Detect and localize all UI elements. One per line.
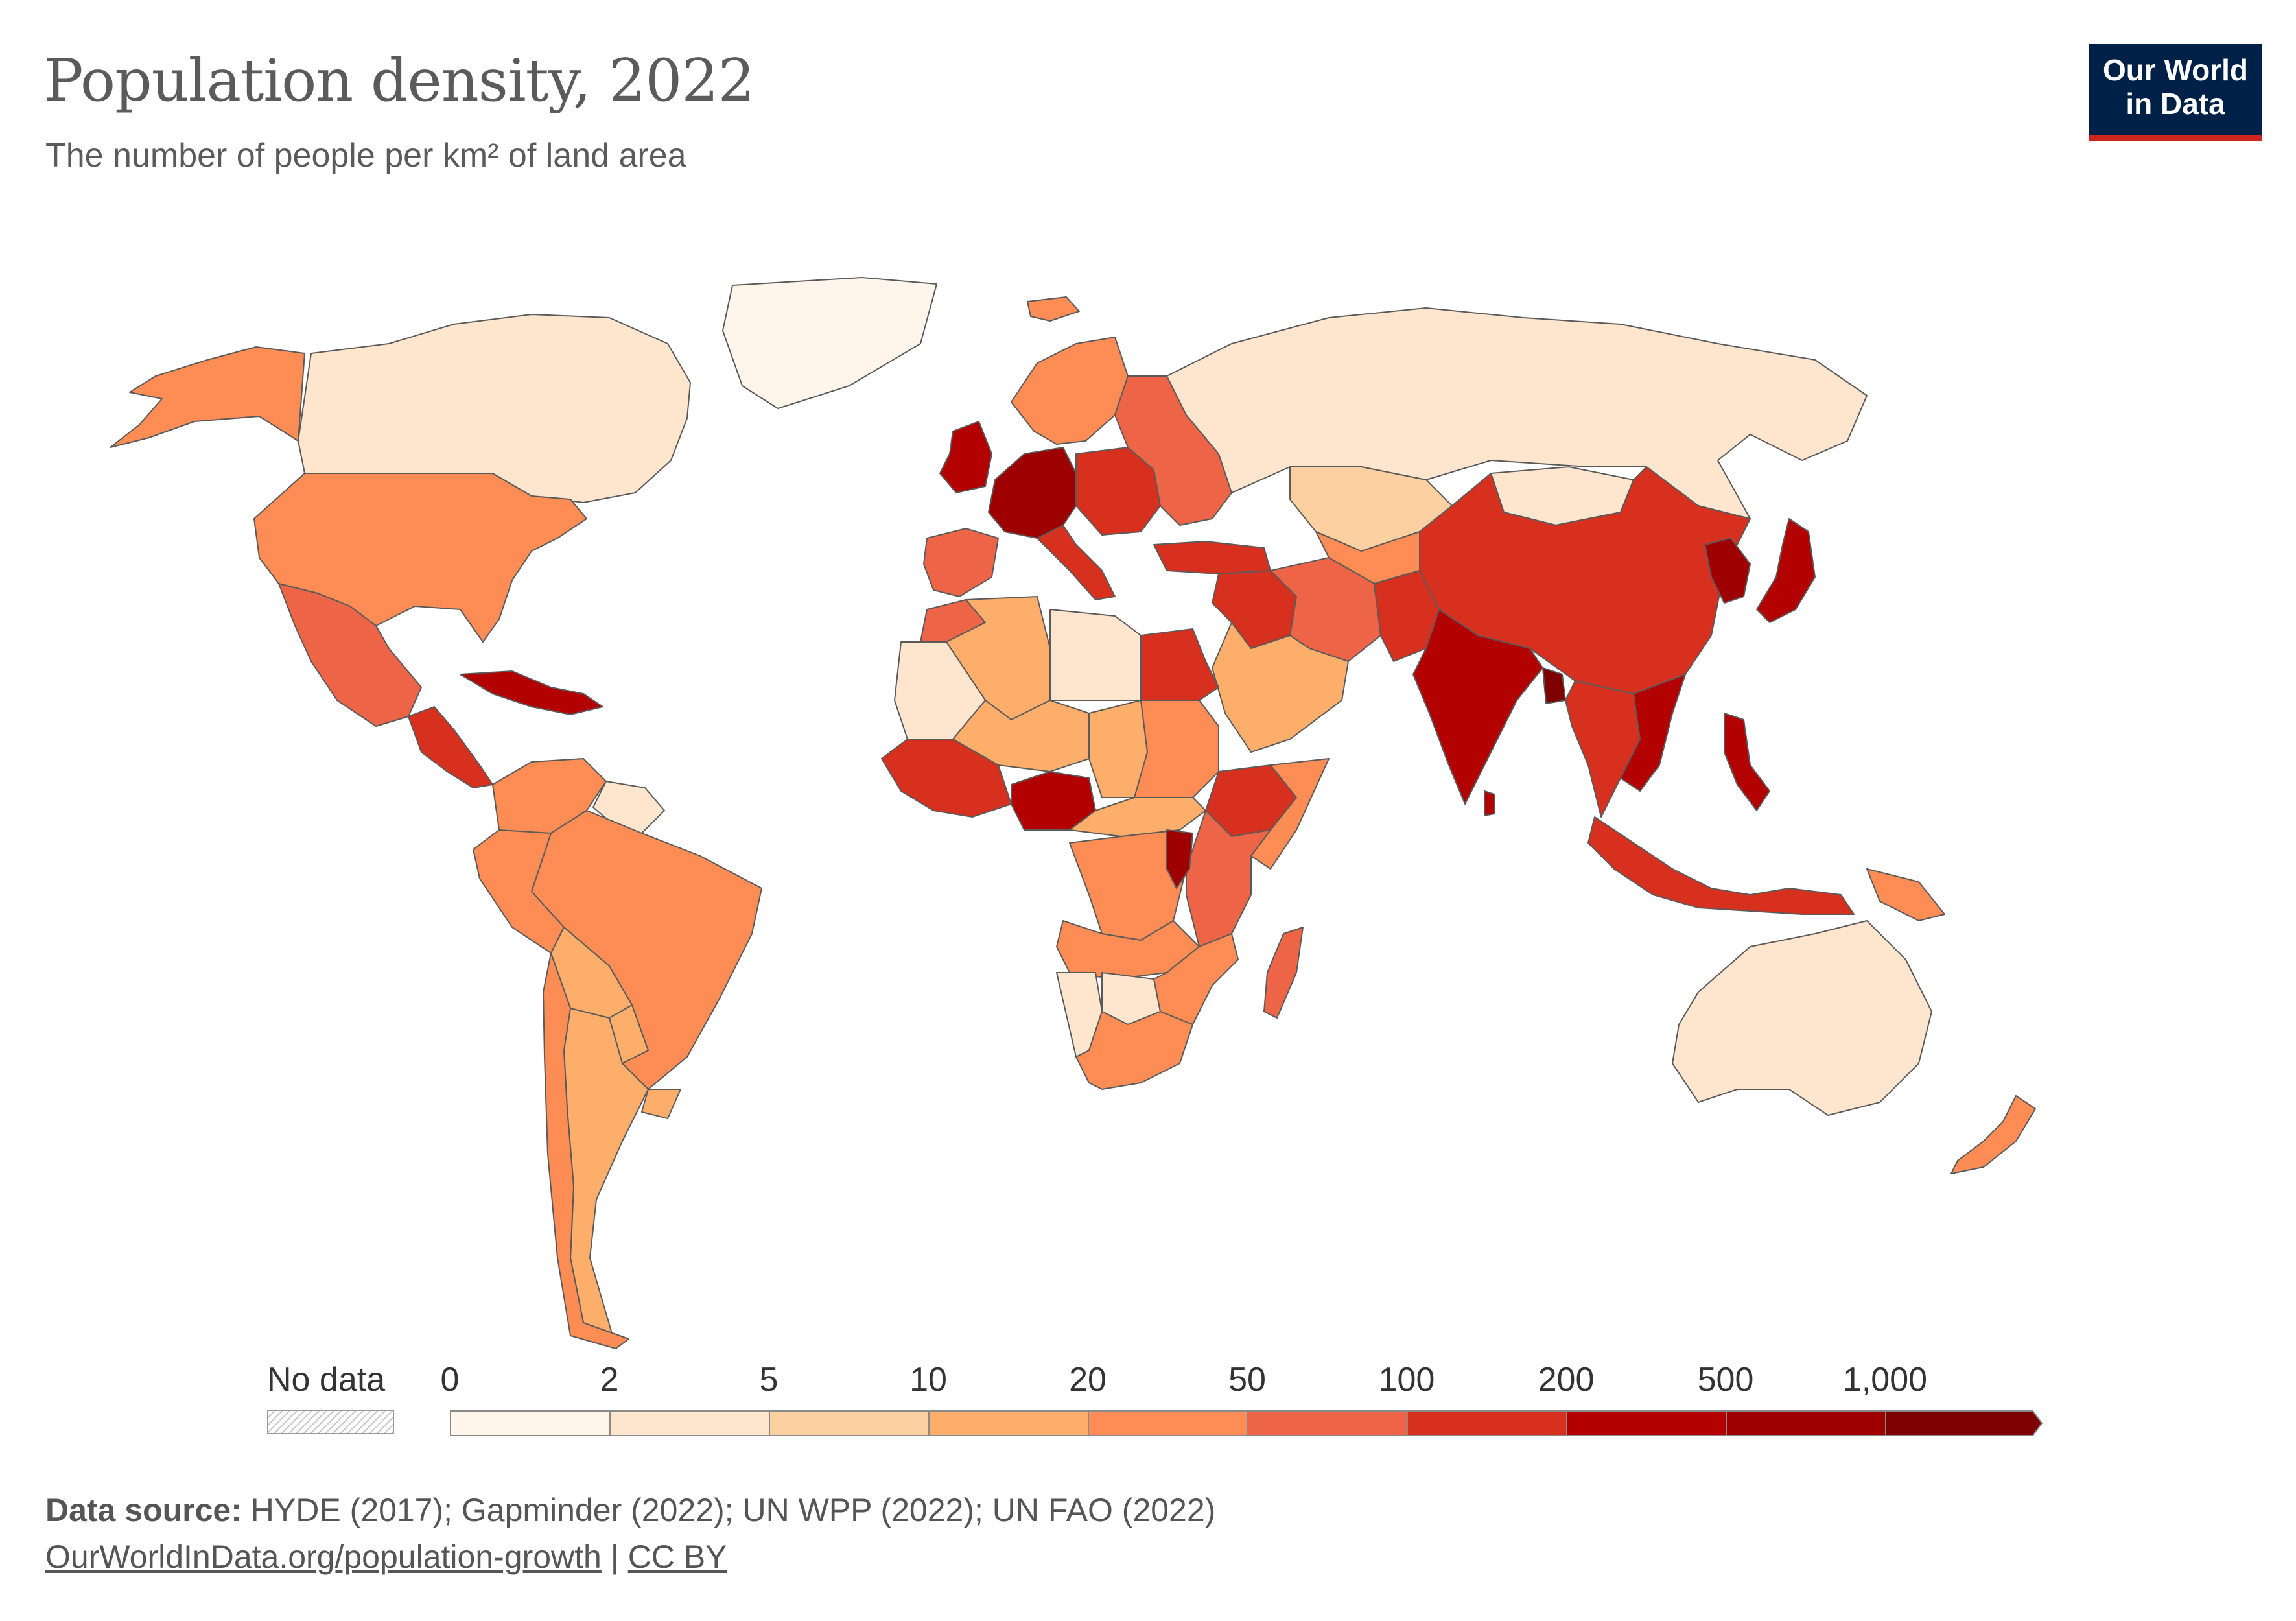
country-libya[interactable] <box>1049 609 1142 701</box>
country-caribbean[interactable] <box>460 670 603 715</box>
legend-swatch-10[interactable] <box>928 1410 1089 1436</box>
no-data-label: No data <box>267 1361 386 1399</box>
country-mozambique[interactable] <box>1153 933 1239 1025</box>
footer-separator: | <box>610 1539 619 1575</box>
legend-color-scale <box>450 1410 2043 1436</box>
legend-label-10: 10 <box>909 1361 947 1399</box>
legend-swatch-0[interactable] <box>450 1410 611 1436</box>
legend-swatch-1000-plus[interactable] <box>1885 1410 2043 1436</box>
legend-label-1000: 1,000 <box>1842 1361 1928 1399</box>
country-italy[interactable] <box>1037 525 1116 600</box>
country-central-america[interactable] <box>408 706 493 788</box>
country-somalia[interactable] <box>1250 758 1330 870</box>
data-source: Data source: HYDE (2017); Gapminder (202… <box>45 1491 1215 1529</box>
country-papua-new-guinea[interactable] <box>1866 868 1945 921</box>
legend-label-500: 500 <box>1697 1361 1754 1399</box>
no-data-swatch <box>267 1410 394 1434</box>
country-iberia[interactable] <box>923 528 999 597</box>
world-map[interactable] <box>0 246 2296 1362</box>
source-url-link[interactable]: OurWorldInData.org/population-growth <box>45 1539 602 1575</box>
country-korea[interactable] <box>1704 538 1751 604</box>
legend-label-50: 50 <box>1228 1361 1266 1399</box>
country-egypt[interactable] <box>1140 628 1219 701</box>
country-western-europe[interactable] <box>988 447 1077 539</box>
legend-swatches <box>450 1410 2043 1436</box>
chart-subtitle: The number of people per km² of land are… <box>45 137 686 174</box>
legend-label-2: 2 <box>600 1361 619 1399</box>
legend-label-20: 20 <box>1069 1361 1107 1399</box>
country-east-africa[interactable] <box>1186 810 1271 947</box>
logo-accent-bar <box>2089 135 2262 141</box>
country-turkey[interactable] <box>1153 541 1271 574</box>
legend-swatch-100[interactable] <box>1407 1410 1567 1436</box>
country-sri-lanka[interactable] <box>1484 790 1495 816</box>
country-united-kingdom[interactable] <box>939 421 992 493</box>
country-arabian-peninsula[interactable] <box>1212 622 1349 753</box>
logo-line-1: Our World <box>2102 53 2249 87</box>
country-madagascar[interactable] <box>1263 927 1304 1019</box>
legend-label-5: 5 <box>759 1361 779 1399</box>
country-new-zealand[interactable] <box>1950 1095 2036 1174</box>
country-bangladesh[interactable] <box>1542 667 1566 704</box>
country-greenland[interactable] <box>722 277 937 409</box>
country-alaska[interactable] <box>110 346 305 448</box>
legend-label-0: 0 <box>440 1361 460 1399</box>
logo-line-2: in Data <box>2126 87 2225 121</box>
country-sudan[interactable] <box>1134 700 1219 798</box>
country-japan[interactable] <box>1756 518 1816 623</box>
legend-swatch-50[interactable] <box>1247 1410 1408 1436</box>
country-vietnam[interactable] <box>1620 674 1686 792</box>
country-philippines[interactable] <box>1724 713 1770 811</box>
country-uruguay[interactable] <box>641 1089 681 1119</box>
legend-label-100: 100 <box>1378 1361 1435 1399</box>
footer-links: OurWorldInData.org/population-growth | C… <box>45 1538 727 1576</box>
country-india[interactable] <box>1412 609 1543 805</box>
country-iceland[interactable] <box>1027 296 1080 322</box>
legend-swatch-2[interactable] <box>609 1410 770 1436</box>
country-australia[interactable] <box>1672 920 1932 1116</box>
country-southeast-asia[interactable] <box>1565 680 1641 818</box>
chart-title: Population density, 2022 <box>44 47 755 115</box>
legend-label-200: 200 <box>1538 1361 1595 1399</box>
legend-swatch-20[interactable] <box>1088 1410 1248 1436</box>
data-source-label: Data source: <box>45 1492 242 1528</box>
owid-logo[interactable]: Our World in Data <box>2089 44 2262 141</box>
country-mexico[interactable] <box>278 583 422 727</box>
country-scandinavia[interactable] <box>1011 337 1129 445</box>
country-uganda-rwanda[interactable] <box>1166 829 1193 889</box>
data-source-text: HYDE (2017); Gapminder (2022); UN WPP (2… <box>250 1492 1216 1528</box>
license-link[interactable]: CC BY <box>627 1539 727 1575</box>
legend-swatch-200[interactable] <box>1566 1410 1727 1436</box>
legend-swatch-500[interactable] <box>1726 1410 1886 1436</box>
countries <box>110 277 2036 1349</box>
country-chile[interactable] <box>543 952 629 1349</box>
country-indonesia[interactable] <box>1587 816 1855 915</box>
legend-swatch-5[interactable] <box>769 1410 930 1436</box>
